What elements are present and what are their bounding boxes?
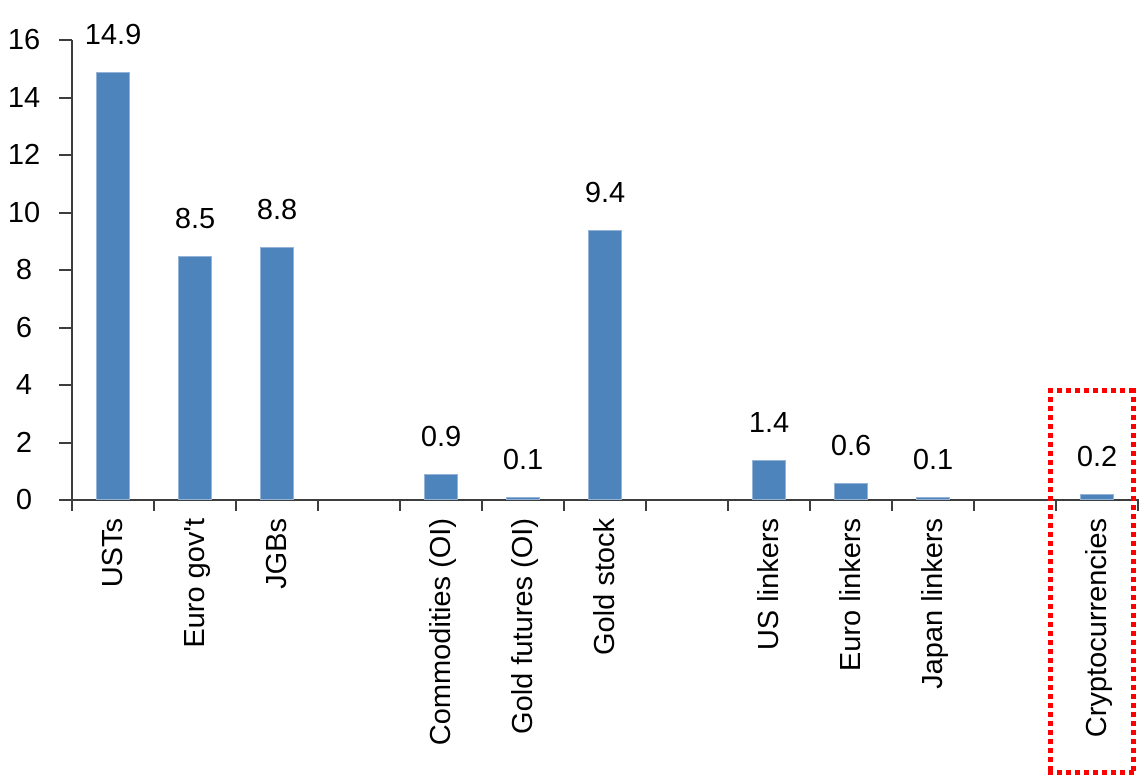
value-label: 0.6 [830,429,872,462]
category-label: JGBs [261,518,293,589]
value-label: 0.2 [1076,441,1118,474]
x-axis-tick [71,500,73,511]
value-label: 8.5 [174,202,216,235]
y-axis-tick [59,499,72,501]
bar [96,71,130,500]
category-label: Euro linkers [835,518,867,672]
x-axis-tick [891,500,893,511]
category-label: Japan linkers [917,518,949,689]
value-label: 14.9 [84,18,142,51]
x-axis-tick [809,500,811,511]
category-label: US linkers [753,518,785,651]
x-axis-tick [481,500,483,511]
x-axis-tick [317,500,319,511]
y-axis-tick [59,211,72,214]
value-label: 8.8 [256,194,298,226]
value-label: 0.9 [420,421,462,454]
bar [1080,494,1114,500]
bar [588,229,622,500]
x-axis-tick [153,500,155,511]
x-axis-tick [563,500,565,511]
category-label: Euro gov't [179,518,211,648]
category-label: Commodities (OI) [425,518,457,746]
y-axis-label: 4 [15,369,33,401]
value-label: 0.1 [502,444,544,477]
y-axis-label: 6 [15,311,33,344]
y-axis-label: 8 [15,254,33,286]
bar [506,497,540,500]
y-axis-tick [59,441,72,444]
highlight-box-edge-bottom [1048,770,1136,775]
bar [916,497,950,500]
x-axis-tick [973,500,975,511]
bar [834,482,868,500]
bar [178,255,212,500]
y-axis-tick [59,154,72,156]
y-axis-tick [59,384,72,386]
y-axis-label: 2 [15,426,33,459]
category-label: USTs [97,518,129,588]
bar [424,474,458,500]
highlight-box-edge-top [1048,388,1136,393]
value-label: 1.4 [748,406,790,439]
bar [260,247,294,500]
x-axis [71,499,1139,501]
y-axis-tick [59,96,72,99]
y-axis-label: 10 [7,196,41,229]
y-axis-tick [59,39,72,41]
y-axis-label: 14 [7,81,41,114]
value-label: 9.4 [584,176,626,209]
x-axis-tick [1055,500,1057,511]
y-axis-tick [59,326,72,329]
highlight-box-edge-left [1048,388,1053,775]
y-axis-tick [59,269,72,271]
highlight-box-edge-right [1131,388,1136,775]
x-axis-tick [235,500,237,511]
value-label: 0.1 [912,444,954,477]
category-label: Gold stock [589,518,621,655]
x-axis-tick [1137,500,1139,511]
x-axis-tick [399,500,401,511]
y-axis-label: 12 [7,139,41,171]
x-axis-tick [727,500,729,511]
y-axis [71,40,73,502]
y-axis-label: 0 [15,484,33,516]
y-axis-label: 16 [7,24,41,56]
category-label: Gold futures (OI) [507,518,539,734]
x-axis-tick [645,500,647,511]
bar [752,459,786,500]
highlight-box [1048,388,1136,775]
